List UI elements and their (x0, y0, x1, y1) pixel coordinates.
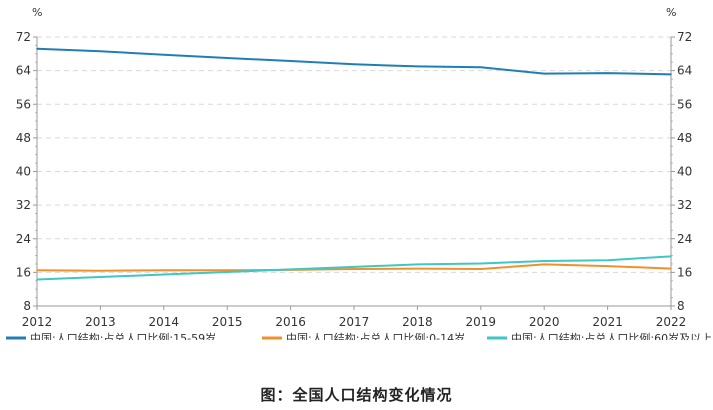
y-tick-label-right: 32 (677, 198, 692, 212)
data-point (226, 269, 228, 272)
data-point (36, 47, 38, 50)
data-point (353, 63, 355, 66)
data-point (543, 263, 545, 266)
data-point (226, 271, 228, 273)
data-point (226, 57, 228, 59)
data-point (289, 268, 292, 271)
figure-caption: 图：全国人口结构变化情况 (260, 386, 453, 404)
x-tick-label: 2014 (149, 315, 180, 329)
y-tick-label-right: 56 (677, 97, 692, 111)
legend-label: 中国:人口结构:占总人口比例:15-59岁 (30, 331, 216, 340)
y-tick-label-right: 40 (677, 165, 692, 179)
y-tick-label-right: 64 (677, 64, 692, 78)
y-tick-label-right: 24 (677, 232, 692, 246)
y-tick-label-left: 40 (16, 165, 31, 179)
y-tick-label-right: 8 (677, 299, 685, 313)
data-point (606, 72, 609, 74)
x-tick-label: 2021 (592, 315, 623, 329)
legend-item-2: 中国:人口结构:占总人口比例:60岁及以上 (487, 331, 712, 340)
series-lines (36, 47, 672, 281)
y-tick-label-right: 72 (677, 30, 692, 44)
data-point (670, 73, 672, 76)
data-point (416, 263, 419, 266)
x-tick-label: 2016 (275, 315, 306, 329)
data-point (606, 265, 609, 267)
y-tick-label-left: 72 (16, 30, 31, 44)
y-tick-label-left: 56 (16, 97, 31, 111)
data-point (99, 269, 102, 272)
left-axis-unit: % (32, 6, 42, 19)
legend: 中国:人口结构:占总人口比例:15-59岁 中国:人口结构:占总人口比例:0-14… (6, 331, 712, 340)
y-tick-label-left: 48 (16, 131, 31, 145)
y-tick-label-left: 64 (16, 64, 31, 78)
x-tick-label: 2012 (22, 315, 53, 329)
legend-item-1: 中国:人口结构:占总人口比例:0-14岁 (262, 331, 465, 340)
series-line-2 (36, 255, 672, 281)
y-tick-label-right: 16 (677, 265, 692, 279)
data-point (163, 273, 165, 276)
x-tick-label: 2020 (529, 315, 560, 329)
x-tick-label: 2017 (339, 315, 370, 329)
data-point (99, 50, 102, 53)
x-tick-label: 2013 (85, 315, 116, 329)
legend-item-0: 中国:人口结构:占总人口比例:15-59岁 (6, 331, 216, 340)
data-point (36, 269, 38, 272)
x-tick-label: 2019 (466, 315, 497, 329)
data-point (163, 269, 165, 272)
gridlines (37, 36, 671, 273)
data-point (543, 72, 545, 75)
x-tick-label: 2022 (656, 315, 687, 329)
data-point (36, 278, 38, 281)
line-chart: % % 8 8 16 16 24 24 32 32 40 40 48 48 56 56 64 64 72 72 20… (6, 6, 712, 340)
data-point (606, 259, 609, 261)
axes: 8 8 16 16 24 24 32 32 40 40 48 48 56 56 64 64 72 72 2012 20… (16, 30, 693, 329)
data-point (543, 260, 545, 262)
legend-label: 中国:人口结构:占总人口比例:60岁及以上 (511, 331, 712, 340)
data-point (416, 267, 419, 270)
data-point (480, 66, 482, 69)
data-point (353, 268, 355, 270)
data-point (670, 255, 672, 258)
x-tick-label: 2015 (212, 315, 243, 329)
y-tick-label-left: 8 (23, 299, 31, 313)
y-tick-label-left: 24 (16, 232, 31, 246)
right-axis-unit: % (666, 6, 676, 19)
y-tick-label-right: 48 (677, 131, 692, 145)
data-point (480, 268, 482, 270)
x-tick-label: 2018 (402, 315, 433, 329)
legend-label: 中国:人口结构:占总人口比例:0-14岁 (286, 331, 465, 340)
data-point (289, 60, 292, 62)
data-point (480, 262, 482, 265)
y-tick-label-left: 16 (16, 265, 31, 279)
data-point (670, 267, 672, 270)
data-point (99, 276, 102, 278)
data-point (163, 53, 165, 56)
data-point (353, 266, 355, 268)
data-point (416, 65, 419, 68)
y-tick-label-left: 32 (16, 198, 31, 212)
